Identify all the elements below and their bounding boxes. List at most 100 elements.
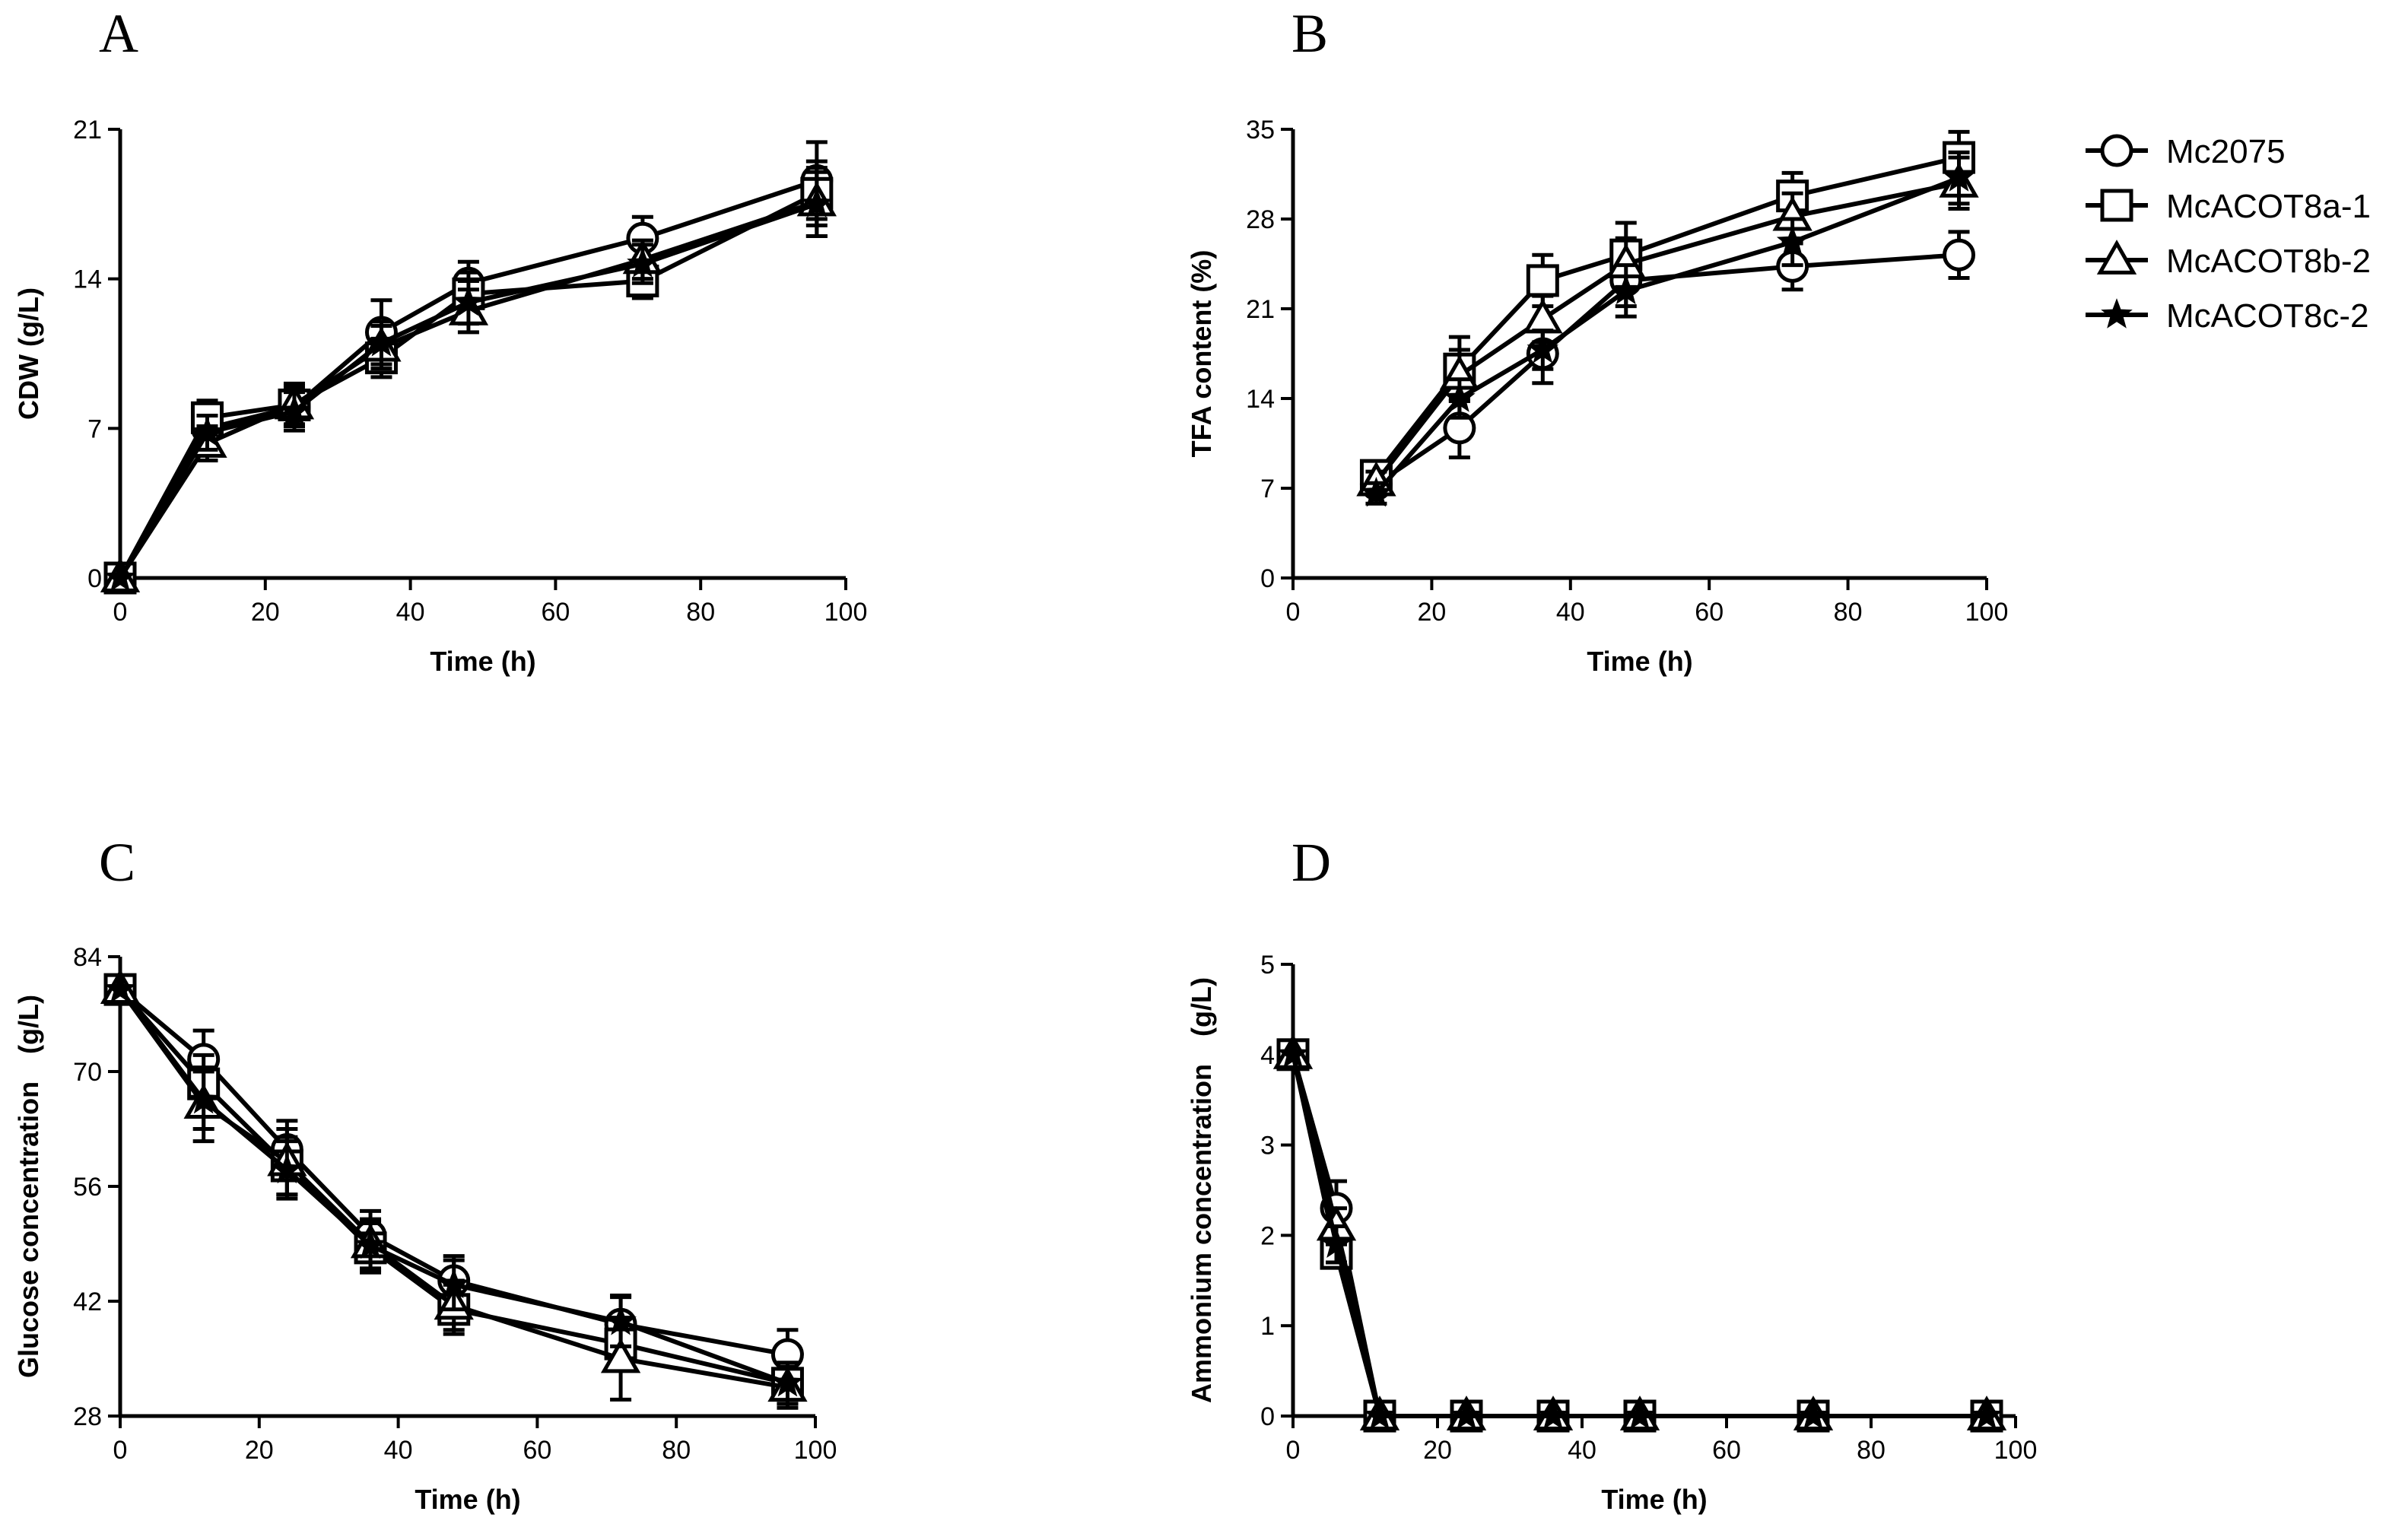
x-tick-label: 20 <box>251 598 280 627</box>
data-point <box>191 416 224 446</box>
y-tick-label: 84 <box>73 943 102 972</box>
x-axis-label: Time (h) <box>415 1484 520 1515</box>
data-point <box>1360 476 1393 507</box>
series-line <box>118 191 818 579</box>
y-tick-label: 14 <box>73 265 102 294</box>
y-tick-label: 21 <box>1246 295 1275 324</box>
y-tick-label: 56 <box>73 1173 102 1202</box>
x-tick-label: 40 <box>1568 1436 1596 1465</box>
x-tick-label: 0 <box>113 598 128 627</box>
data-point <box>104 561 136 592</box>
panel-letter: D <box>1291 832 1331 893</box>
data-point <box>1526 264 1559 297</box>
series-Mc2075 <box>1276 1038 2003 1433</box>
data-point <box>278 395 310 425</box>
data-point <box>1610 274 1642 305</box>
x-tick-label: 40 <box>384 1436 413 1465</box>
legend: Mc2075 McACOT8a-1 McACOT8b-2 McACOT8c-2 <box>2086 133 2371 335</box>
panel-b: B 0 20 40 60 80 100 0 7 14 21 28 35 Time (h) TFA conte… <box>1186 3 2008 677</box>
data-point <box>1797 1399 1829 1430</box>
legend-item: McACOT8c-2 <box>2086 297 2368 335</box>
data-point <box>1444 382 1476 412</box>
x-tick-label: 80 <box>1857 1436 1886 1465</box>
legend-marker <box>2100 134 2133 167</box>
y-tick-label: 35 <box>1246 116 1275 144</box>
series-McACOT8c-2 <box>104 170 833 592</box>
data-point <box>1943 161 1975 192</box>
legend-label: McACOT8c-2 <box>2166 297 2368 335</box>
legend-marker <box>2101 298 2133 329</box>
data-point <box>1320 1227 1352 1258</box>
y-tick-label: 1 <box>1260 1312 1275 1341</box>
data-point <box>1450 1399 1482 1430</box>
y-tick-label: 7 <box>1260 475 1275 503</box>
x-axis-label: Time (h) <box>430 646 535 677</box>
data-point <box>271 1153 303 1184</box>
x-tick-label: 20 <box>1417 598 1446 627</box>
series-line <box>1374 176 1960 495</box>
data-point <box>600 1338 641 1373</box>
y-axis-label: Ammonium concentration (g/L) <box>1186 977 1217 1403</box>
series-McACOT8b-2 <box>1272 1034 2007 1430</box>
x-tick-label: 40 <box>396 598 425 627</box>
series-McACOT8a-1 <box>103 159 834 595</box>
series-McACOT8c-2 <box>1277 1038 2003 1430</box>
series-line <box>118 199 818 579</box>
panel-letter: A <box>99 3 138 64</box>
legend-label: McACOT8a-1 <box>2166 188 2371 225</box>
data-point <box>365 326 398 357</box>
series-line <box>1374 252 1959 487</box>
series-McACOT8c-2 <box>1360 150 1975 507</box>
legend-marker <box>2096 240 2137 275</box>
data-point <box>453 285 484 316</box>
legend-marker <box>2100 189 2133 222</box>
legend-item: McACOT8a-1 <box>2086 188 2371 225</box>
x-tick-label: 60 <box>1695 598 1724 627</box>
data-point <box>1537 1399 1569 1430</box>
data-point <box>1776 225 1809 256</box>
data-point <box>801 187 833 218</box>
data-point <box>605 1305 637 1335</box>
x-tick-label: 100 <box>1965 598 2009 627</box>
x-tick-label: 100 <box>794 1436 837 1465</box>
legend-label: Mc2075 <box>2166 133 2286 170</box>
y-tick-label: 7 <box>87 414 102 443</box>
y-tick-label: 28 <box>73 1402 102 1431</box>
legend-item: McACOT8b-2 <box>2086 240 2371 280</box>
series-line <box>1291 1054 1987 1418</box>
y-tick-label: 42 <box>73 1288 102 1316</box>
x-tick-label: 60 <box>541 598 570 627</box>
y-tick-label: 28 <box>1246 205 1275 234</box>
y-tick-label: 0 <box>87 564 102 593</box>
x-tick-label: 100 <box>824 598 868 627</box>
panel-letter: C <box>99 832 135 893</box>
series-line <box>1374 180 1960 484</box>
series-McACOT8a-1 <box>1276 1038 2003 1433</box>
data-point <box>1943 238 1976 271</box>
x-tick-label: 0 <box>113 1436 128 1465</box>
data-point <box>437 1268 470 1299</box>
data-point <box>627 247 659 278</box>
x-tick-label: 80 <box>1834 598 1863 627</box>
x-axis-label: Time (h) <box>1587 646 1692 677</box>
x-tick-label: 20 <box>1423 1436 1452 1465</box>
panel-c: C 0 20 40 60 80 100 28 42 56 70 84 Time (h) Glucose c… <box>13 832 837 1515</box>
x-tick-label: 80 <box>662 1436 691 1465</box>
x-tick-label: 40 <box>1556 598 1585 627</box>
data-point <box>1277 1038 1309 1068</box>
y-tick-label: 0 <box>1260 564 1275 593</box>
y-axis-label: CDW (g/L) <box>13 287 44 420</box>
x-tick-label: 20 <box>245 1436 274 1465</box>
y-tick-label: 2 <box>1260 1221 1275 1250</box>
x-axis-label: Time (h) <box>1601 1484 1707 1515</box>
panel-a: A 0 20 40 60 80 100 0 7 14 21 Time (h) CDW (g/L) <box>13 3 867 677</box>
series-line <box>1291 1054 1987 1418</box>
data-point <box>1971 1399 2003 1430</box>
data-point <box>104 973 136 1003</box>
x-tick-label: 60 <box>523 1436 551 1465</box>
y-tick-label: 70 <box>73 1058 102 1087</box>
y-axis-label: Glucose concentration (g/L) <box>13 995 44 1378</box>
series-McACOT8b-2 <box>100 166 837 592</box>
y-tick-label: 21 <box>73 116 102 144</box>
